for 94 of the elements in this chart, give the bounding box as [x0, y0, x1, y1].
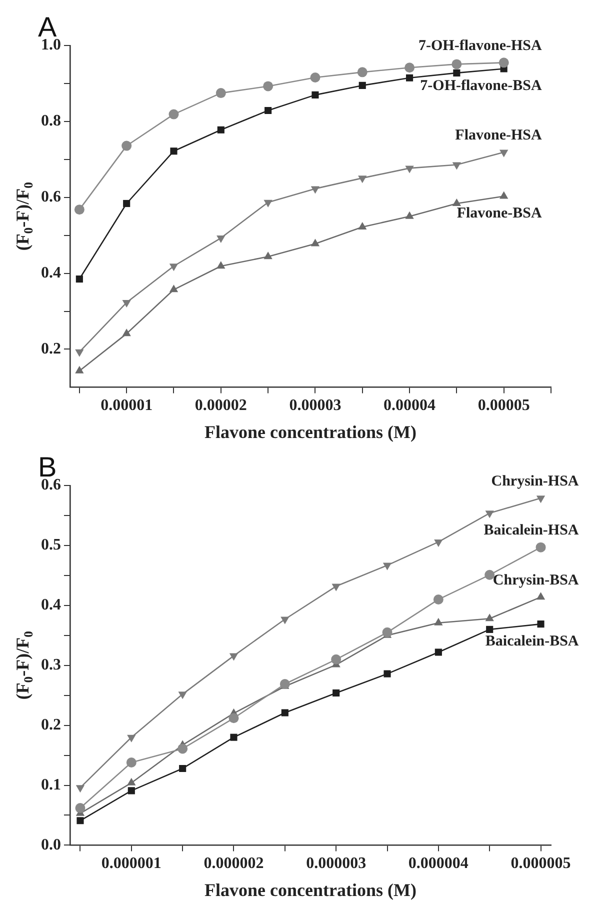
point	[452, 198, 462, 206]
x-tick-label: 0.00005	[478, 396, 530, 414]
point	[280, 678, 290, 689]
point	[281, 709, 288, 716]
point	[384, 670, 391, 678]
point	[536, 496, 546, 504]
x-tick-label: 0.00003	[289, 396, 342, 414]
y-tick-label: 0.0	[41, 836, 61, 854]
point	[406, 74, 414, 82]
point	[264, 106, 272, 114]
point	[536, 592, 546, 600]
x-tick-label: 0.00001	[100, 396, 153, 414]
series-label: Flavone-HSA	[455, 128, 542, 144]
point	[122, 328, 131, 336]
point	[358, 82, 366, 89]
series-label: 7-OH-flavone-HSA	[418, 38, 542, 54]
point	[500, 191, 508, 199]
point	[128, 787, 135, 794]
point	[485, 510, 494, 518]
point	[310, 238, 320, 246]
series-label: Chrysin-BSA	[492, 572, 579, 588]
x-tick-label: 0.000004	[408, 854, 468, 872]
point	[537, 620, 544, 628]
point	[228, 713, 239, 724]
point	[123, 200, 130, 208]
point	[230, 734, 238, 741]
point	[74, 204, 84, 215]
x-tick-label: 0.00002	[194, 396, 247, 414]
x-axis-title: Flavone concentrations (M)	[204, 880, 416, 900]
point	[434, 648, 442, 656]
series-label: Chrysin-HSA	[491, 474, 579, 490]
point	[434, 618, 443, 626]
x-tick-label: 0.00004	[384, 396, 436, 414]
y-tick-label: 0.4	[41, 264, 61, 282]
point	[405, 211, 414, 219]
point	[484, 570, 495, 580]
point	[434, 539, 443, 547]
series-label: Flavone-BSA	[456, 206, 542, 222]
point	[168, 109, 179, 120]
point	[122, 140, 132, 151]
point	[76, 817, 84, 824]
point	[310, 72, 320, 82]
y-tick-label: 0.2	[41, 340, 61, 358]
point	[382, 627, 392, 638]
x-tick-label: 0.000005	[510, 854, 571, 872]
point	[127, 778, 136, 786]
point	[126, 757, 136, 768]
point	[75, 366, 84, 374]
point	[331, 654, 342, 664]
point	[404, 62, 415, 73]
x-tick-label: 0.000003	[306, 854, 366, 872]
x-tick-label: 0.000001	[101, 854, 162, 872]
point	[76, 275, 83, 283]
y-tick-label: 0.5	[41, 536, 61, 554]
point	[264, 252, 272, 260]
point	[127, 734, 136, 742]
point	[452, 59, 462, 70]
y-tick-label: 0.3	[41, 656, 61, 674]
point	[229, 653, 238, 661]
point	[498, 58, 509, 68]
series-label: 7-OH-flavone-BSA	[420, 78, 542, 94]
y-tick-label: 0.6	[41, 188, 61, 206]
point	[382, 562, 392, 570]
point	[75, 803, 86, 814]
y-tick-label: 0.2	[41, 716, 61, 734]
y-axis-title: (F0-F)/F0	[12, 631, 36, 700]
point	[216, 261, 226, 269]
point	[358, 222, 367, 230]
y-tick-label: 0.1	[41, 776, 61, 794]
point	[179, 764, 186, 772]
point	[453, 69, 460, 76]
point	[216, 88, 226, 98]
point	[433, 594, 444, 604]
point	[169, 284, 178, 292]
point	[178, 692, 187, 700]
x-tick-label: 0.000002	[204, 854, 264, 872]
series-label: Baicalein-BSA	[485, 633, 579, 650]
point	[485, 614, 494, 622]
point	[536, 542, 546, 552]
point	[170, 148, 178, 155]
point	[357, 67, 368, 78]
point	[263, 81, 274, 92]
x-axis-title: Flavone concentrations (M)	[204, 422, 416, 442]
point	[280, 616, 290, 624]
point	[332, 584, 340, 592]
y-tick-label: 0.8	[41, 112, 61, 130]
point	[332, 689, 340, 697]
point	[312, 91, 319, 98]
series-label: Baicalein-HSA	[484, 522, 579, 539]
y-axis-title: (F0-F)/F0	[12, 182, 36, 251]
point	[217, 126, 224, 134]
point	[178, 744, 188, 754]
point	[486, 626, 494, 633]
y-tick-label: 0.4	[41, 596, 61, 614]
